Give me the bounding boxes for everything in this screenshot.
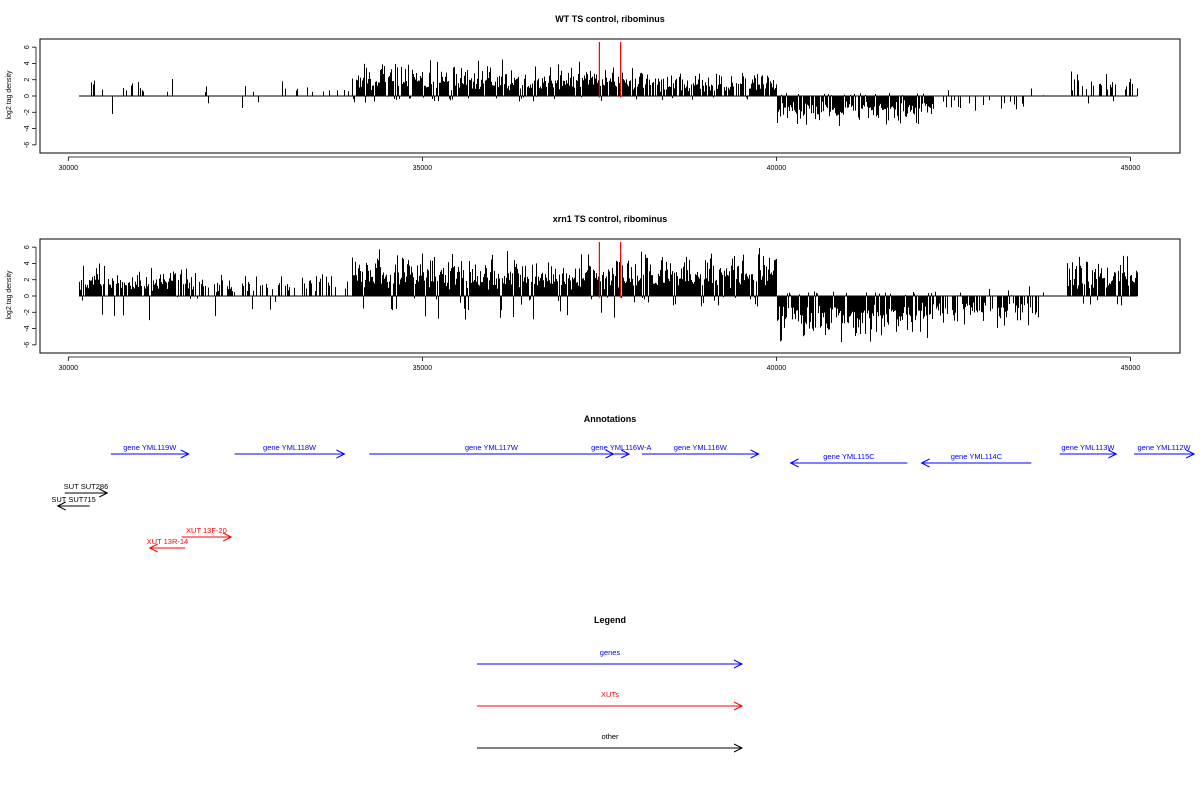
wt-red-markers — [598, 42, 622, 98]
feature-label: gene YML116W — [674, 443, 728, 452]
feature-arrow-head — [789, 458, 799, 468]
y-tick-label: -6 — [24, 342, 31, 348]
legend-item: genes — [477, 648, 744, 669]
xrn1-density-panel: xrn1 TS control, ribominus log2 tag dens… — [6, 214, 1181, 372]
feature-label: SUT SUT286 — [64, 482, 108, 491]
wt-density-bars — [78, 59, 1138, 126]
annotation-feature: gene YML115C — [789, 452, 908, 468]
annotation-feature: SUT SUT715 — [51, 495, 96, 511]
annotation-feature: gene YML113W — [1059, 443, 1118, 459]
feature-label: XUT 13F-20 — [186, 526, 227, 535]
annotation-features: gene YML119W gene YML118W gene YML117W gene… — [51, 443, 1196, 553]
xrn1-axis-ticks: -6 -4 -2 0 2 4 6 30000 35000 40000 45000 — [24, 245, 1140, 372]
y-tick-label: 6 — [24, 45, 31, 49]
y-tick-label: -2 — [24, 309, 31, 315]
y-tick-label: 6 — [24, 245, 31, 249]
y-tick-label: -6 — [24, 142, 31, 148]
feature-arrow-head — [733, 743, 744, 753]
x-tick-label: 40000 — [767, 365, 787, 372]
legend: Legend genes XUTs other — [477, 615, 744, 753]
wt-density-panel: WT TS control, ribominus log2 tag densit… — [6, 14, 1181, 172]
y-tick-label: -2 — [24, 109, 31, 115]
wt-axis-ticks: -6 -4 -2 0 2 4 6 30000 35000 40000 45000 — [24, 45, 1140, 172]
feature-arrow-head — [336, 449, 346, 459]
y-tick-label: -4 — [24, 125, 31, 131]
y-tick-label: 4 — [24, 61, 31, 65]
y-tick-label: -4 — [24, 325, 31, 331]
xrn1-plot-frame — [39, 238, 1181, 354]
y-tick-label: 0 — [24, 294, 31, 298]
annotation-feature: gene YML117W — [369, 443, 615, 459]
feature-label: gene YML116W-A — [591, 443, 651, 452]
xrn1-red-markers — [598, 242, 622, 298]
feature-label: gene YML118W — [263, 443, 317, 452]
feature-label: XUT 13R-14 — [147, 537, 189, 546]
feature-label: gene YML117W — [465, 443, 519, 452]
feature-label: gene YML119W — [123, 443, 177, 452]
legend-items: genes XUTs other — [477, 648, 744, 753]
legend-item-label: other — [601, 732, 619, 741]
y-tick-label: 4 — [24, 261, 31, 265]
annotation-feature: SUT SUT286 — [64, 482, 109, 498]
x-tick-label: 40000 — [767, 165, 787, 172]
wt-plot-frame — [39, 38, 1181, 154]
feature-arrow-head — [180, 449, 190, 459]
feature-arrow-head — [750, 449, 760, 459]
feature-arrow-head — [148, 543, 158, 553]
annotation-feature: gene YML112W — [1133, 443, 1196, 459]
feature-arrow-head — [1108, 449, 1118, 459]
feature-arrow-head — [733, 701, 744, 711]
annotation-feature: gene YML116W-A — [591, 443, 652, 459]
x-tick-label: 45000 — [1121, 365, 1141, 372]
feature-arrow-head — [920, 458, 930, 468]
annotation-feature: gene YML114C — [920, 452, 1032, 468]
feature-arrow-head — [99, 488, 109, 498]
feature-arrow-head — [733, 659, 744, 669]
y-tick-label: 2 — [24, 278, 31, 282]
x-tick-label: 35000 — [413, 365, 433, 372]
legend-item: XUTs — [477, 690, 744, 711]
x-tick-label: 30000 — [59, 365, 79, 372]
wt-panel-title: WT TS control, ribominus — [555, 14, 665, 24]
xrn1-panel-title: xrn1 TS control, ribominus — [553, 214, 668, 224]
annotations-track: Annotations gene YML119W gene YML118W gene… — [51, 414, 1196, 553]
wt-y-axis-label: log2 tag density — [6, 70, 13, 120]
feature-arrow-head — [222, 532, 233, 542]
feature-arrow-head — [1185, 449, 1196, 459]
annotations-title: Annotations — [584, 414, 637, 424]
feature-arrow-head — [620, 449, 631, 459]
y-tick-label: 0 — [24, 94, 31, 98]
feature-label: gene YML115C — [823, 452, 875, 461]
feature-label: gene YML112W — [1138, 443, 1192, 452]
x-tick-label: 30000 — [59, 165, 79, 172]
feature-arrow-head — [56, 501, 66, 511]
legend-item-label: genes — [600, 648, 621, 657]
xrn1-density-bars — [78, 248, 1138, 343]
feature-label: gene YML113W — [1061, 443, 1115, 452]
annotation-feature: gene YML118W — [234, 443, 346, 459]
xrn1-y-axis-label: log2 tag density — [6, 270, 13, 320]
annotation-feature: XUT 13F-20 — [181, 526, 233, 542]
legend-item: other — [477, 732, 744, 753]
annotation-feature: gene YML116W — [641, 443, 760, 459]
x-tick-label: 45000 — [1121, 165, 1141, 172]
x-tick-label: 35000 — [413, 165, 433, 172]
feature-label: SUT SUT715 — [51, 495, 95, 504]
legend-item-label: XUTs — [601, 690, 619, 699]
annotation-feature: XUT 13R-14 — [147, 537, 189, 553]
y-tick-label: 2 — [24, 78, 31, 82]
legend-title: Legend — [594, 615, 626, 625]
feature-label: gene YML114C — [951, 452, 1003, 461]
annotation-feature: gene YML119W — [110, 443, 190, 459]
